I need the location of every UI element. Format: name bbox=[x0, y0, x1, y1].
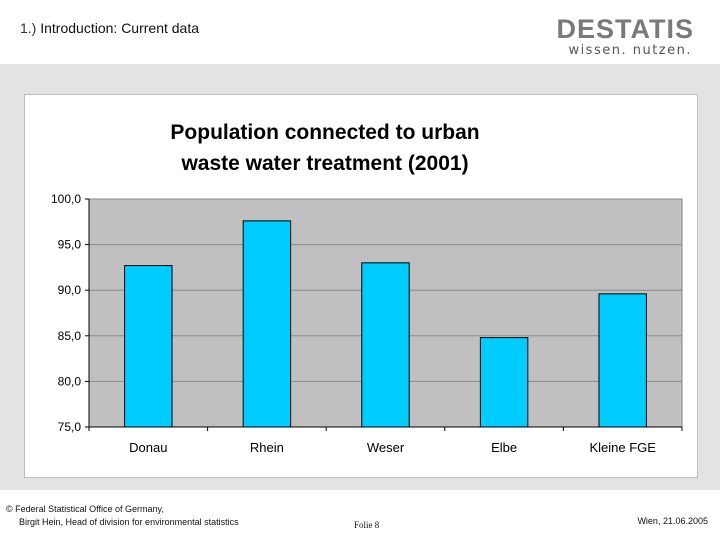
bar-chart: Population connected to urban waste water… bbox=[51, 121, 683, 455]
y-tick-label: 75,0 bbox=[58, 420, 82, 434]
y-tick-label: 95,0 bbox=[58, 238, 82, 252]
destatis-logo: DESTATIS wissen. nutzen. bbox=[544, 14, 694, 60]
y-tick-label: 100,0 bbox=[51, 192, 81, 206]
bar-kleine-fge bbox=[598, 293, 647, 428]
chart-container: Population connected to urban waste water… bbox=[24, 94, 698, 478]
x-tick-label: Elbe bbox=[491, 440, 517, 455]
slide-subtitle: Current data bbox=[121, 20, 200, 36]
chart-title-line-1: Population connected to urban bbox=[170, 121, 479, 144]
bar-elbe bbox=[479, 337, 529, 428]
logo-wordmark: DESTATIS bbox=[556, 14, 694, 44]
slide-number: Folie 8 bbox=[354, 520, 380, 530]
place-date: Wien, 21.06.2005 bbox=[637, 516, 708, 526]
x-tick-label: Weser bbox=[367, 440, 405, 455]
chart-title-line-2: waste water treatment (2001) bbox=[180, 152, 468, 175]
x-tick-label: Donau bbox=[129, 440, 167, 455]
y-tick-label: 90,0 bbox=[58, 283, 82, 297]
footer-copyright: © Federal Statistical Office of Germany,… bbox=[6, 503, 239, 529]
y-tick-label: 80,0 bbox=[58, 374, 82, 388]
copyright-line-2: Birgit Hein, Head of division for enviro… bbox=[19, 517, 239, 527]
bar-rhein bbox=[242, 220, 292, 428]
bar-donau bbox=[124, 265, 173, 428]
copyright-line-1: © Federal Statistical Office of Germany, bbox=[6, 504, 164, 514]
section-number: 1.) bbox=[20, 20, 37, 36]
x-tick-label: Kleine FGE bbox=[589, 440, 656, 455]
section-title: Introduction bbox=[40, 20, 114, 36]
y-tick-label: 85,0 bbox=[58, 329, 82, 343]
bar-weser bbox=[361, 262, 410, 428]
logo-tagline: wissen. nutzen. bbox=[568, 43, 692, 58]
title-colon: : bbox=[113, 20, 118, 36]
slide-title: 1.) Introduction: Current data bbox=[20, 20, 199, 36]
x-tick-label: Rhein bbox=[250, 440, 284, 455]
